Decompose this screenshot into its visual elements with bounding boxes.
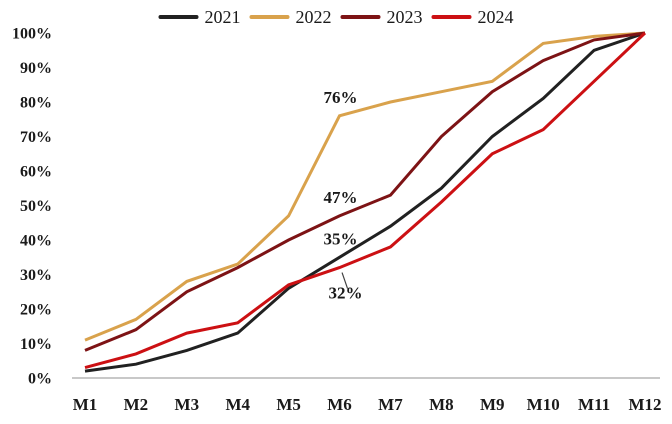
x-axis-label-m11: M11: [578, 395, 610, 414]
x-axis-label-m2: M2: [124, 395, 149, 414]
y-axis-tick-label: 90%: [20, 60, 52, 77]
y-axis-tick-label: 70%: [20, 129, 52, 146]
y-axis-tick-label: 50%: [20, 198, 52, 215]
legend-swatch-2024: [431, 15, 472, 19]
y-axis-tick-label: 80%: [20, 95, 52, 112]
x-axis-label-m7: M7: [378, 395, 403, 414]
legend-swatch-2021: [158, 15, 199, 19]
series-line-2021: [84, 31, 646, 373]
y-axis-tick-label: 60%: [20, 164, 52, 181]
y-axis-tick-label: 20%: [20, 302, 52, 319]
x-axis-label-m3: M3: [175, 395, 200, 414]
series-line-2023: [84, 31, 646, 352]
annotation-leader-line: [341, 272, 349, 289]
legend-swatch-2023: [340, 15, 381, 19]
legend-swatch-2022: [249, 15, 290, 19]
legend-item-2023: 2023: [340, 7, 423, 27]
legend-label-2023: 2023: [386, 7, 423, 27]
legend-item-2022: 2022: [249, 7, 332, 27]
legend-item-2024: 2024: [431, 7, 514, 27]
y-axis-tick-label: 10%: [20, 336, 52, 353]
y-axis-tick-label: 30%: [20, 267, 52, 284]
y-axis-tick-label: 0%: [28, 371, 52, 388]
annotation-2021: 35%: [324, 229, 358, 248]
annotation-2024: 32%: [329, 284, 363, 303]
annotation-2023: 47%: [324, 188, 358, 207]
legend-label-2022: 2022: [295, 7, 332, 27]
x-axis-label-m6: M6: [327, 395, 352, 414]
series-line-2024: [84, 31, 647, 370]
annotation-2022: 76%: [324, 88, 358, 107]
x-axis-label-m1: M1: [73, 395, 98, 414]
x-axis-label-m10: M10: [527, 395, 560, 414]
legend-item-2021: 2021: [158, 7, 241, 27]
y-axis-tick-label: 40%: [20, 233, 52, 250]
x-axis-label-m5: M5: [276, 395, 301, 414]
x-axis-label-m4: M4: [225, 395, 250, 414]
x-axis-label-m8: M8: [429, 395, 454, 414]
x-axis-label-m9: M9: [480, 395, 505, 414]
legend-label-2021: 2021: [204, 7, 241, 27]
y-axis-tick-label: 100%: [12, 26, 52, 43]
series-line-2022: [84, 31, 646, 342]
legend-label-2024: 2024: [477, 7, 514, 27]
chart-legend: 2021 2022 2023 2024: [158, 7, 514, 27]
x-axis-label-m12: M12: [628, 395, 661, 414]
